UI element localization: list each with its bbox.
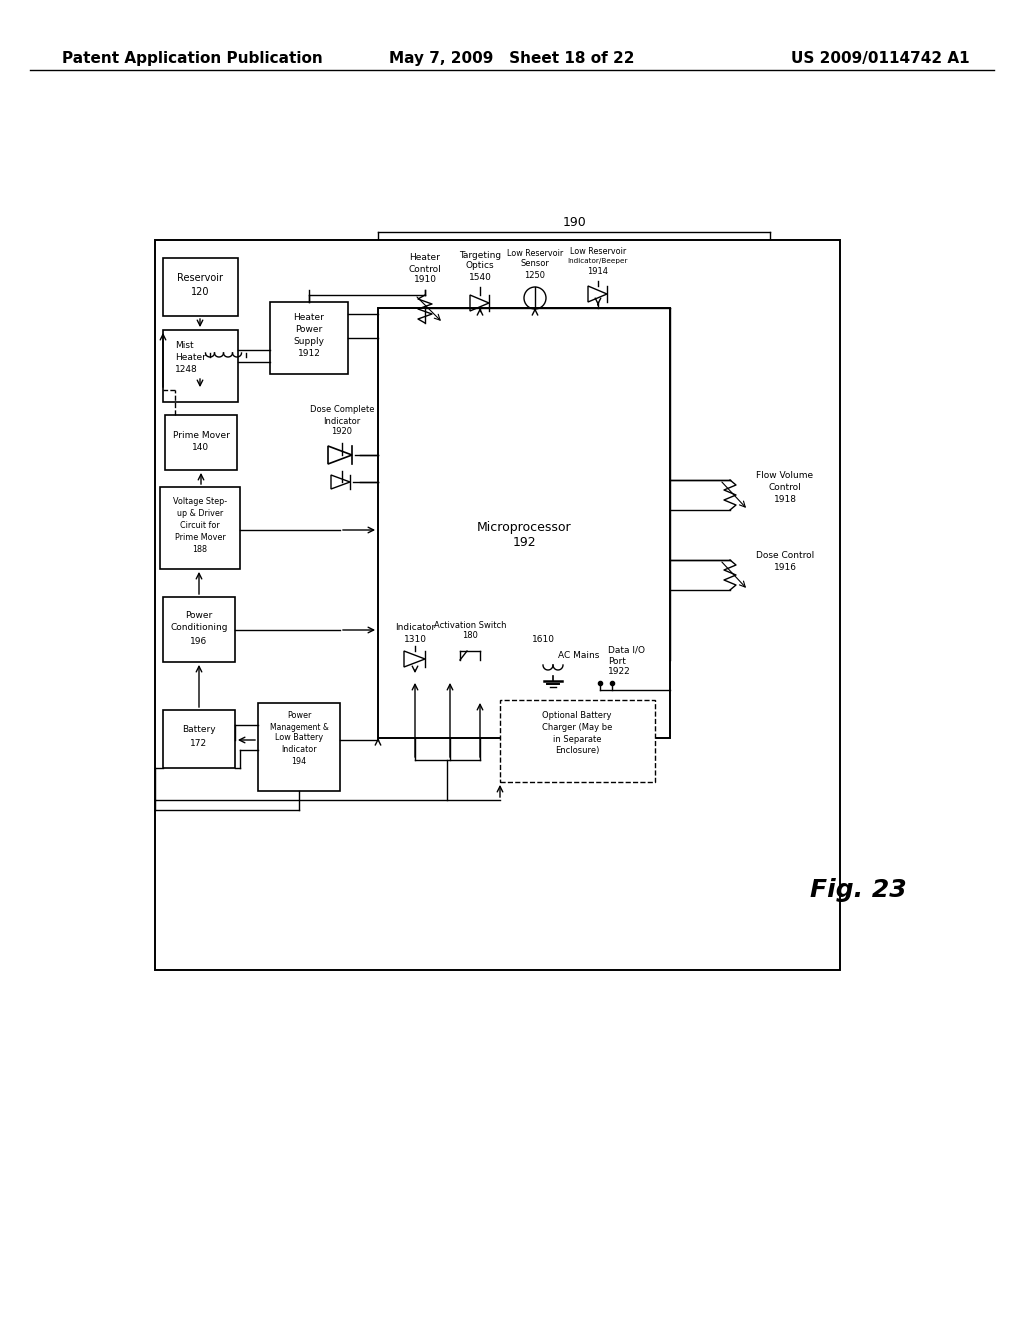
Text: 1916: 1916 (773, 562, 797, 572)
Text: 188: 188 (193, 544, 208, 553)
Text: 1248: 1248 (175, 364, 198, 374)
Text: 192: 192 (512, 536, 536, 549)
Text: Heater: Heater (410, 253, 440, 263)
Text: Enclosure): Enclosure) (555, 747, 599, 755)
Text: Dose Control: Dose Control (756, 550, 814, 560)
Text: 1610: 1610 (531, 635, 555, 644)
Text: Low Reservoir: Low Reservoir (507, 248, 563, 257)
Text: Prime Mover: Prime Mover (173, 430, 229, 440)
Text: Microprocessor: Microprocessor (477, 521, 571, 535)
Text: 194: 194 (292, 756, 306, 766)
Bar (378, 308, 670, 738)
Text: 1912: 1912 (298, 350, 321, 359)
Bar (258, 704, 340, 791)
Bar (500, 700, 655, 781)
Text: Control: Control (769, 483, 802, 491)
Text: 190: 190 (563, 215, 587, 228)
Text: US 2009/0114742 A1: US 2009/0114742 A1 (792, 50, 970, 66)
Text: 1918: 1918 (773, 495, 797, 503)
Text: in Separate: in Separate (553, 734, 601, 743)
Text: Supply: Supply (294, 338, 325, 346)
Text: 1310: 1310 (403, 635, 427, 644)
Text: Optics: Optics (466, 261, 495, 271)
Text: Power: Power (295, 326, 323, 334)
Text: Conditioning: Conditioning (170, 623, 227, 632)
Text: 180: 180 (462, 631, 478, 640)
Text: Charger (May be: Charger (May be (542, 722, 612, 731)
Text: AC Mains: AC Mains (558, 652, 599, 660)
Text: Activation Switch: Activation Switch (434, 620, 506, 630)
Bar (270, 302, 348, 374)
Text: 140: 140 (193, 444, 210, 453)
Text: Targeting: Targeting (459, 251, 501, 260)
Bar (163, 710, 234, 768)
Text: Heater: Heater (175, 352, 206, 362)
Bar (163, 330, 238, 403)
Text: Indicator/Beeper: Indicator/Beeper (567, 257, 629, 264)
Bar (165, 414, 237, 470)
Text: Management &: Management & (269, 722, 329, 731)
Text: 172: 172 (190, 738, 208, 747)
Text: Power: Power (287, 711, 311, 721)
Text: Patent Application Publication: Patent Application Publication (62, 50, 323, 66)
Text: Voltage Step-: Voltage Step- (173, 496, 227, 506)
Text: May 7, 2009   Sheet 18 of 22: May 7, 2009 Sheet 18 of 22 (389, 50, 635, 66)
Bar (163, 597, 234, 663)
Text: Mist: Mist (175, 341, 194, 350)
Bar (163, 257, 238, 315)
Text: Fig. 23: Fig. 23 (810, 878, 906, 902)
Text: 120: 120 (190, 286, 209, 297)
Text: Battery: Battery (182, 726, 216, 734)
Text: Dose Complete: Dose Complete (309, 405, 374, 414)
Text: 1540: 1540 (469, 272, 492, 281)
Text: Indicator: Indicator (395, 623, 435, 632)
Text: 1910: 1910 (414, 276, 436, 285)
Text: Flow Volume: Flow Volume (757, 470, 813, 479)
Bar (155, 240, 840, 970)
Text: up & Driver: up & Driver (177, 508, 223, 517)
Text: Indicator: Indicator (282, 744, 316, 754)
Text: Control: Control (409, 264, 441, 273)
Bar (160, 487, 240, 569)
Text: Indicator: Indicator (324, 417, 360, 425)
Text: 1914: 1914 (588, 267, 608, 276)
Text: Low Reservoir: Low Reservoir (570, 247, 626, 256)
Text: 196: 196 (190, 636, 208, 645)
Text: Prime Mover: Prime Mover (175, 532, 225, 541)
Text: Reservoir: Reservoir (177, 273, 223, 282)
Text: Heater: Heater (294, 314, 325, 322)
Text: Port: Port (608, 656, 626, 665)
Text: 1922: 1922 (608, 668, 631, 676)
Text: Data I/O: Data I/O (608, 645, 645, 655)
Text: Sensor: Sensor (520, 260, 550, 268)
Text: 1250: 1250 (524, 271, 546, 280)
Text: Power: Power (185, 610, 213, 619)
Text: Low Battery: Low Battery (274, 734, 323, 742)
Text: 1920: 1920 (332, 428, 352, 437)
Text: Optional Battery: Optional Battery (543, 710, 611, 719)
Text: Circuit for: Circuit for (180, 520, 220, 529)
